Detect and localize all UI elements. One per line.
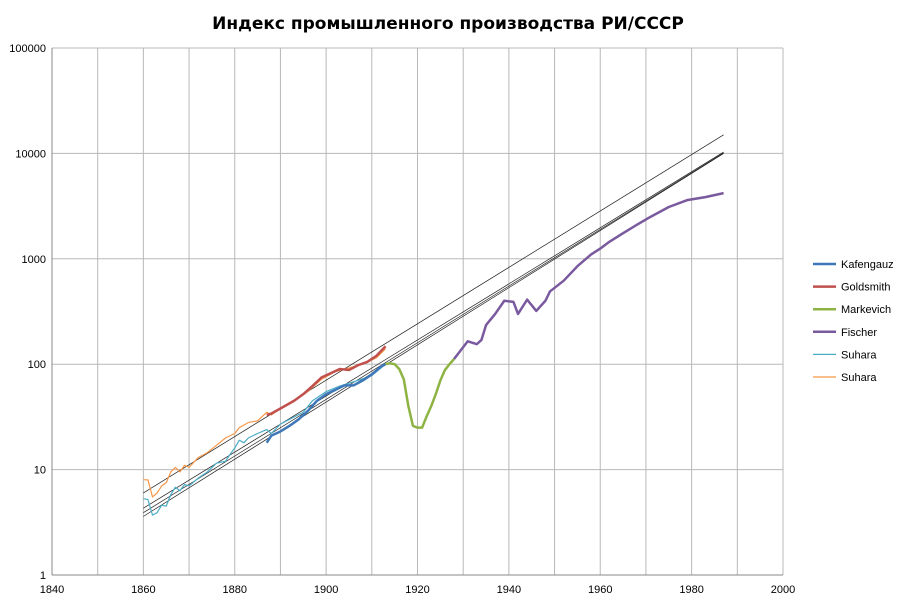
grid xyxy=(51,47,784,576)
legend-label: Suhara xyxy=(841,372,877,384)
y-tick-label: 1000 xyxy=(22,254,46,266)
y-tick-label: 100000 xyxy=(9,43,46,55)
y-tick-label: 10 xyxy=(34,465,46,477)
x-tick-label: 1940 xyxy=(497,584,521,596)
axes: 1840 1860 1880 1900 1920 1940 1960 1980 2000 1 10 1… xyxy=(9,43,795,596)
y-tick-label: 1 xyxy=(40,570,46,582)
legend: Kafengauz Goldsmith Markevich Fischer Suhara… xyxy=(813,259,894,384)
x-tick-label: 1980 xyxy=(679,584,703,596)
trendline xyxy=(143,134,724,494)
chart-title: Индекс промышленного производства РИ/ССС… xyxy=(212,14,684,34)
legend-label: Suhara xyxy=(841,349,877,361)
legend-label: Goldsmith xyxy=(841,282,891,294)
x-tick-label: 1960 xyxy=(588,584,612,596)
trendline xyxy=(143,152,724,513)
trendline xyxy=(143,151,724,509)
y-tick-label: 100 xyxy=(28,359,46,371)
x-tick-label: 1880 xyxy=(223,584,247,596)
series-line-markevich xyxy=(385,358,455,429)
legend-label: Kafengauz xyxy=(841,259,894,271)
trendlines xyxy=(143,134,724,517)
series-group xyxy=(143,191,724,516)
legend-label: Fischer xyxy=(841,327,877,339)
x-tick-label: 2000 xyxy=(771,584,795,596)
series-line-suhara xyxy=(143,348,386,498)
series-line-kafengauz xyxy=(265,363,387,444)
series-line-goldsmith xyxy=(266,345,387,417)
x-tick-label: 1840 xyxy=(40,584,64,596)
x-tick-label: 1860 xyxy=(131,584,155,596)
x-tick-label: 1920 xyxy=(405,584,429,596)
legend-label: Markevich xyxy=(841,304,891,316)
series-line-suhara xyxy=(143,363,386,516)
trendline xyxy=(143,153,724,517)
x-tick-label: 1900 xyxy=(314,584,338,596)
series-line-fischer xyxy=(453,191,724,360)
y-tick-label: 10000 xyxy=(15,148,46,160)
